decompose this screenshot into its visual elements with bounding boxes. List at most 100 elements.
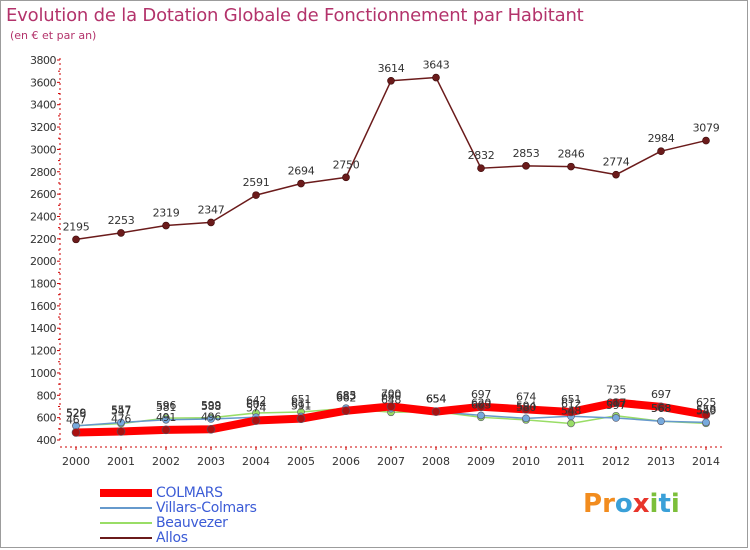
data-point: [476, 402, 486, 412]
legend-swatch-colmars: [100, 489, 152, 497]
data-point: [162, 221, 170, 230]
x-tick-label: 2000: [62, 455, 90, 468]
data-label: 557: [111, 403, 131, 416]
y-tick-label: 600: [37, 412, 57, 425]
x-tick-label: 2014: [692, 455, 720, 468]
x-tick-label: 2012: [602, 455, 630, 468]
y-tick-label: 800: [37, 389, 57, 402]
y-tick-label: 1000: [30, 367, 56, 380]
data-label: 2319: [153, 207, 180, 220]
data-point: [567, 162, 575, 171]
data-point: [161, 425, 171, 435]
data-point: [611, 398, 621, 407]
x-tick-label: 2009: [467, 455, 495, 468]
data-point: [477, 411, 485, 420]
data-label: 467: [66, 414, 86, 427]
data-point: [432, 73, 440, 82]
data-label: 594: [516, 399, 536, 412]
data-label: 547: [111, 405, 131, 418]
data-label: 2774: [603, 156, 630, 169]
data-label: 651: [561, 393, 581, 406]
data-label: 558: [696, 403, 716, 416]
data-point: [657, 417, 665, 426]
logo-letter: i: [649, 489, 659, 519]
data-point: [522, 162, 530, 170]
data-label: 648: [381, 393, 401, 406]
data-point: [702, 136, 710, 145]
data-label: 662: [336, 392, 356, 405]
data-label: 2853: [513, 147, 540, 160]
data-label: 651: [291, 393, 311, 406]
y-tick-label: 3000: [30, 143, 56, 156]
data-label: 568: [651, 402, 671, 415]
data-label: 685: [336, 389, 356, 402]
x-tick-label: 2003: [197, 455, 225, 468]
data-point: [701, 410, 711, 420]
y-tick-label: 3200: [30, 121, 56, 134]
data-label: 2984: [648, 132, 675, 145]
data-label: 476: [111, 413, 131, 426]
data-label: 596: [156, 399, 176, 412]
data-point: [296, 414, 306, 423]
data-label: 3643: [423, 59, 450, 72]
x-tick-label: 2004: [242, 455, 270, 468]
data-label: 2832: [468, 149, 495, 162]
x-tick-label: 2006: [332, 455, 360, 468]
data-label: 697: [471, 388, 491, 401]
data-point: [116, 427, 126, 436]
data-label: 604: [246, 398, 266, 411]
data-point: [117, 229, 125, 237]
data-label: 654: [426, 393, 446, 406]
legend-label-colmars: COLMARS: [156, 485, 223, 501]
x-tick-label: 2005: [287, 455, 315, 468]
data-label: 735: [606, 384, 626, 397]
x-tick-label: 2010: [512, 455, 540, 468]
data-point: [477, 164, 485, 172]
data-label: 680: [381, 390, 401, 403]
data-label: 588: [201, 400, 221, 413]
x-tick-label: 2013: [647, 455, 675, 468]
data-label: 697: [651, 388, 671, 401]
legend-label-beauvezer: Beauvezer: [156, 515, 228, 531]
data-label: 526: [66, 407, 86, 420]
data-label: 496: [201, 410, 221, 423]
data-point: [657, 147, 665, 155]
logo-letter: t: [658, 489, 671, 519]
data-point: [162, 415, 170, 424]
data-point: [567, 419, 575, 428]
data-label: 642: [246, 394, 266, 407]
data-label: 574: [246, 402, 266, 415]
x-tick-label: 2008: [422, 455, 450, 468]
data-label: 654: [426, 393, 446, 406]
data-point: [702, 418, 710, 427]
proxiti-logo: Proxiti: [583, 489, 680, 519]
data-point: [206, 424, 216, 434]
logo-letter: i: [670, 489, 680, 519]
data-point: [521, 405, 531, 414]
y-tick-label: 1600: [30, 300, 56, 313]
x-tick-label: 2002: [152, 455, 180, 468]
data-label: 674: [516, 390, 536, 403]
data-point: [251, 416, 261, 425]
data-label: 2591: [243, 176, 270, 189]
y-tick-label: 2200: [30, 233, 56, 246]
data-point: [341, 406, 351, 416]
logo-letter: P: [583, 489, 603, 519]
data-point: [342, 173, 350, 182]
data-point: [522, 414, 530, 423]
data-label: 2347: [198, 203, 225, 216]
y-tick-label: 3400: [30, 99, 56, 112]
data-point: [252, 191, 260, 199]
data-label: 599: [201, 399, 221, 412]
data-point: [656, 402, 666, 412]
data-label: 581: [156, 401, 176, 414]
data-label: 2195: [63, 220, 90, 233]
data-label: 597: [606, 399, 626, 412]
data-label: 612: [561, 397, 581, 410]
data-label: 580: [516, 401, 536, 414]
data-label: 491: [156, 411, 176, 424]
chart-subtitle: (en € et par an): [10, 29, 97, 42]
data-point: [386, 402, 396, 411]
data-label: 700: [381, 387, 401, 400]
